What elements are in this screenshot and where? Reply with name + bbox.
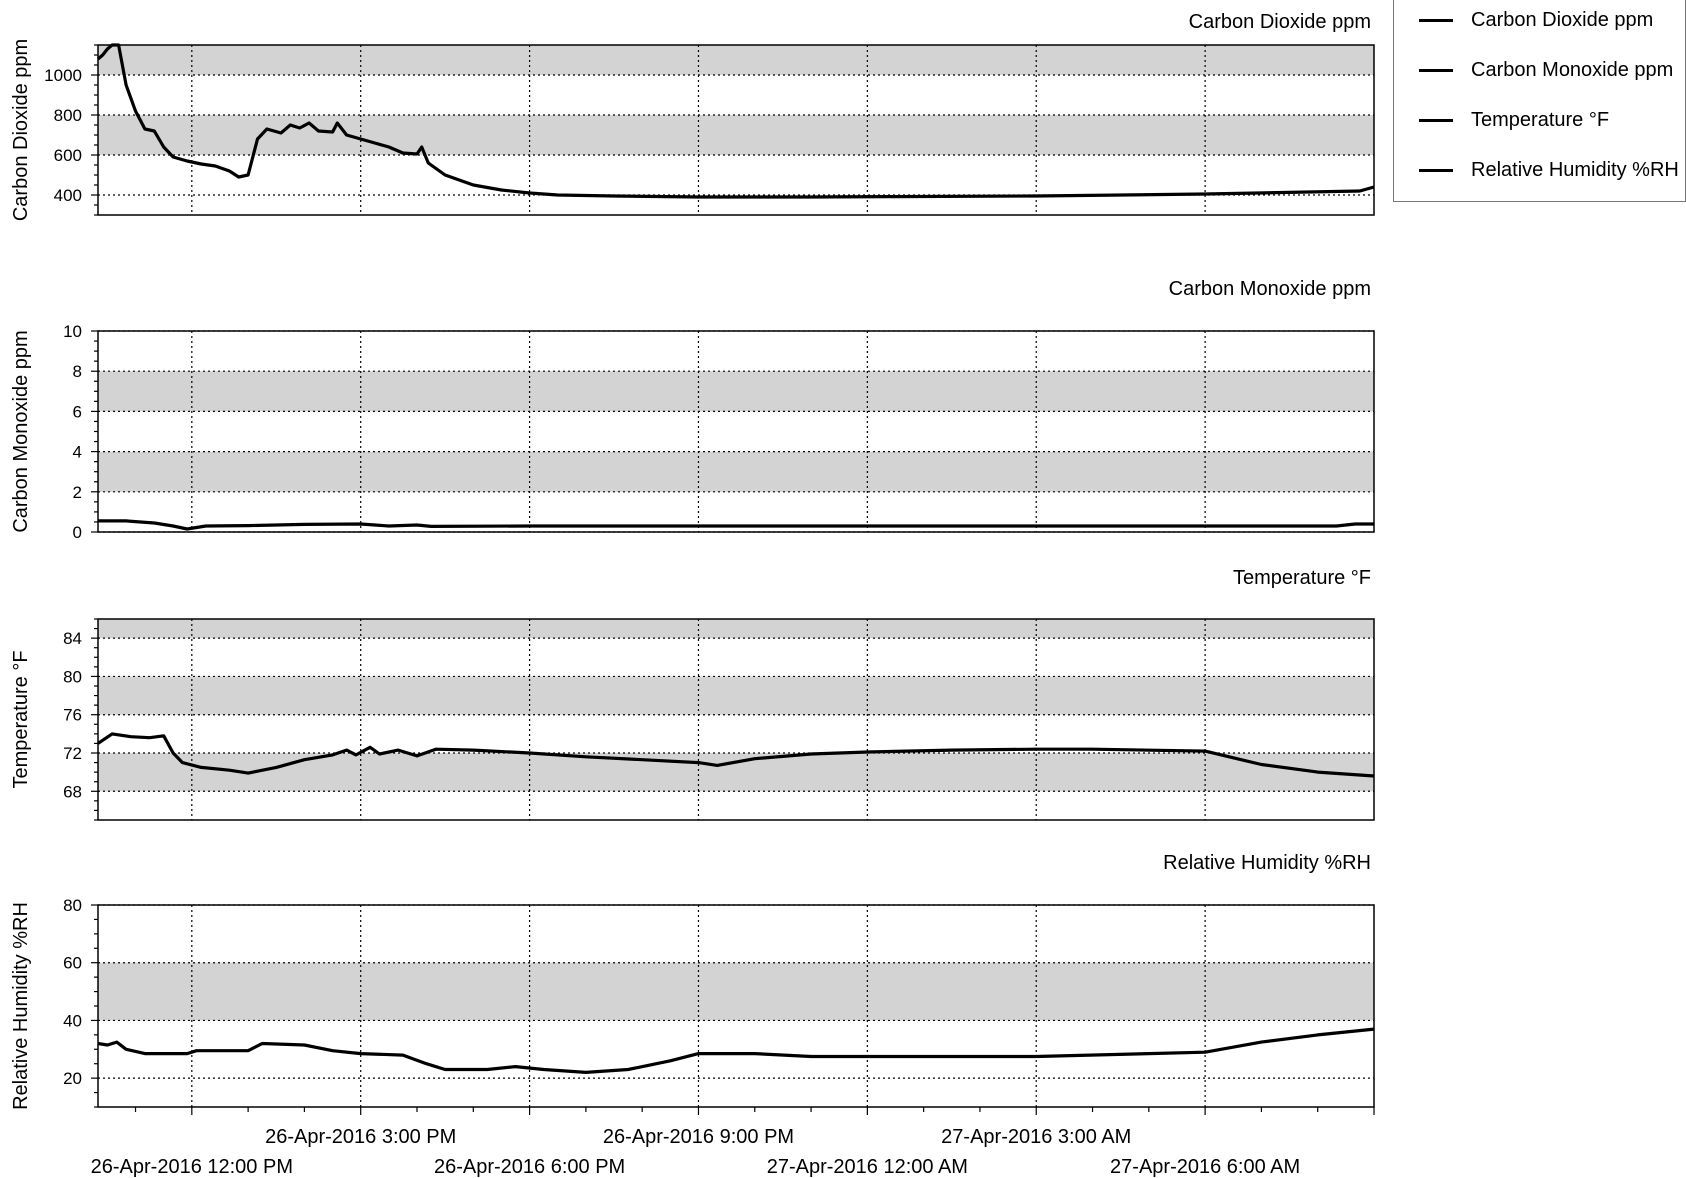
humidity-band-0 xyxy=(98,962,1374,1021)
humidity-y-axis-label: Relative Humidity %RH xyxy=(10,902,32,1110)
co2-plot-frame xyxy=(97,44,1375,216)
temperature-y-axis-label: Temperature °F xyxy=(10,650,32,788)
humidity-ytick-label: 40 xyxy=(63,1011,82,1030)
legend-item-co: Carbon Monoxide ppm xyxy=(1394,55,1673,85)
panel-humidity: 20 40 60 80 Relative Humidity %RH Relative Hu… xyxy=(10,852,1375,1110)
humidity-series-line xyxy=(97,1027,1375,1075)
panel-co: 0 2 4 6 8 10 Carbon Monoxide ppm Carbon Monoxid… xyxy=(10,278,1375,542)
co-ytick-label: 2 xyxy=(73,483,82,502)
humidity-ytick-label: 80 xyxy=(63,896,82,915)
legend-box: Carbon Dioxide ppm Carbon Monoxide ppm T… xyxy=(1393,0,1686,202)
legend-label-co: Carbon Monoxide ppm xyxy=(1471,58,1674,81)
x-tick-label: 27-Apr-2016 3:00 AM xyxy=(941,1126,1131,1148)
temperature-band-1 xyxy=(98,676,1374,715)
temperature-ytick-label: 76 xyxy=(63,706,82,725)
legend-swatch-temperature xyxy=(1419,118,1453,122)
humidity-ytick-label: 60 xyxy=(63,954,82,973)
co2-series-line xyxy=(96,43,1375,199)
x-axis: 26-Apr-2016 3:00 PM 26-Apr-2016 9:00 PM 27… xyxy=(91,1107,1375,1178)
x-tick-label: 26-Apr-2016 12:00 PM xyxy=(91,1156,293,1178)
panel-temperature: 68 72 76 80 84 Temperature °F Temperature °F xyxy=(10,567,1375,821)
co2-ytick-label: 600 xyxy=(54,146,82,165)
legend-label-temperature: Temperature °F xyxy=(1471,108,1610,131)
legend-item-co2: Carbon Dioxide ppm xyxy=(1394,5,1653,35)
temperature-panel-title: Temperature °F xyxy=(1233,567,1371,589)
co2-y-axis-label: Carbon Dioxide ppm xyxy=(10,39,32,221)
temperature-ytick-label: 80 xyxy=(63,667,82,686)
co2-panel-title: Carbon Dioxide ppm xyxy=(1189,11,1371,33)
legend-swatch-co2 xyxy=(1419,18,1453,22)
temperature-ytick-label: 68 xyxy=(63,782,82,801)
x-tick-label: 26-Apr-2016 3:00 PM xyxy=(265,1126,456,1148)
x-tick-label: 26-Apr-2016 9:00 PM xyxy=(603,1126,794,1148)
co-ytick-label: 8 xyxy=(73,362,82,381)
co-series-line xyxy=(98,519,1374,531)
co-band-1 xyxy=(98,371,1374,412)
co2-ytick-label: 400 xyxy=(54,186,82,205)
panel-co2: 400 600 800 1000 Carbon Dioxide ppm Carbon Di… xyxy=(10,11,1375,221)
co2-ytick-label: 1000 xyxy=(44,66,82,85)
co-ytick-label: 4 xyxy=(73,443,82,462)
co-ytick-label: 10 xyxy=(63,322,82,341)
x-tick-label: 26-Apr-2016 6:00 PM xyxy=(434,1156,625,1178)
temperature-band-0 xyxy=(98,753,1374,792)
legend-swatch-co xyxy=(1419,68,1453,72)
legend-item-humidity: Relative Humidity %RH xyxy=(1394,155,1679,185)
x-tick-label: 27-Apr-2016 6:00 AM xyxy=(1110,1156,1300,1178)
legend-label-humidity: Relative Humidity %RH xyxy=(1471,158,1679,181)
co-plot-frame xyxy=(97,330,1375,533)
legend-label-co2: Carbon Dioxide ppm xyxy=(1471,8,1654,31)
co2-band-1 xyxy=(98,45,1374,75)
co-y-axis-label: Carbon Monoxide ppm xyxy=(10,330,32,532)
temperature-band-2 xyxy=(98,619,1374,639)
co-ytick-label: 6 xyxy=(73,402,82,421)
humidity-panel-title: Relative Humidity %RH xyxy=(1163,852,1371,874)
temperature-plot-frame xyxy=(97,618,1375,821)
co-ytick-label: 0 xyxy=(73,523,82,542)
temperature-series-line xyxy=(97,732,1375,778)
co2-band-0 xyxy=(98,115,1374,155)
temperature-ytick-label: 72 xyxy=(63,744,82,763)
legend-item-temperature: Temperature °F xyxy=(1394,105,1609,135)
humidity-plot-frame xyxy=(97,904,1375,1108)
x-tick-label: 27-Apr-2016 12:00 AM xyxy=(767,1156,968,1178)
humidity-ytick-label: 20 xyxy=(63,1069,82,1088)
temperature-ytick-label: 84 xyxy=(63,629,82,648)
co-panel-title: Carbon Monoxide ppm xyxy=(1169,278,1371,300)
legend-swatch-humidity xyxy=(1419,168,1453,172)
co2-ytick-label: 800 xyxy=(54,106,82,125)
co-band-0 xyxy=(98,451,1374,492)
